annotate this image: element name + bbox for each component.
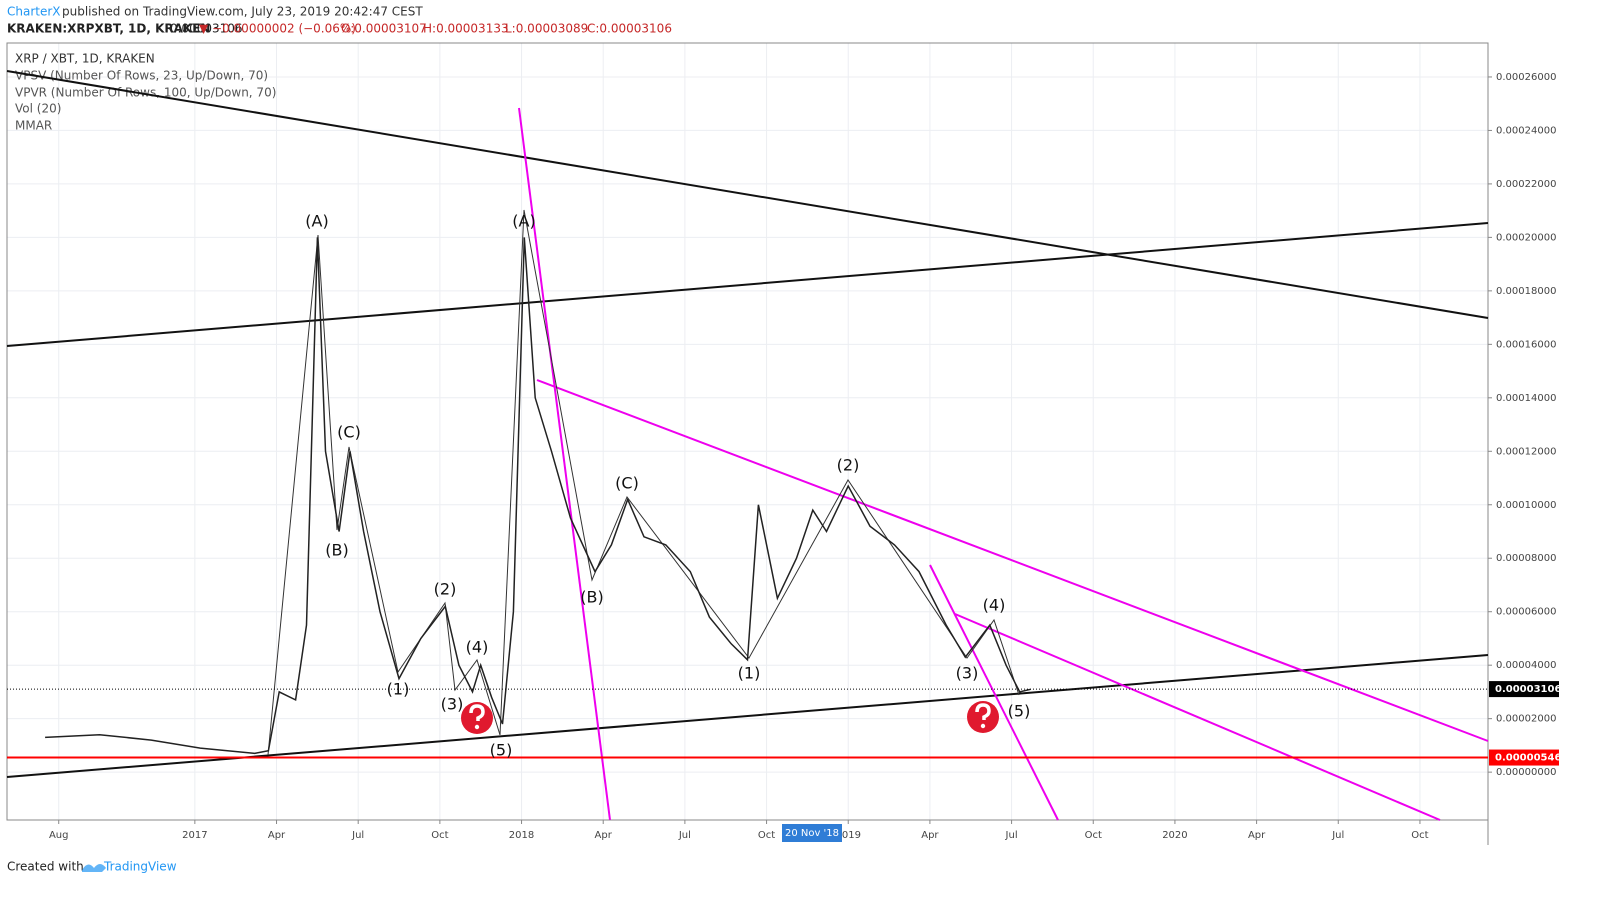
x-tick-label: Jul [678,830,691,841]
legend-entry[interactable]: XRP / XBT, 1D, KRAKEN [15,52,155,66]
price-tag-label: 0.00003106 [1495,684,1561,695]
footer: Created with [7,860,84,874]
x-tick-label: Oct [1085,830,1102,841]
y-tick-label: 0.00002000 [1496,714,1556,725]
y-tick-label: 0.00022000 [1496,179,1556,190]
price-tag [1489,749,1559,766]
wave-label: (2) [837,456,860,475]
x-tick-label: 2019 [836,830,861,841]
x-tick-label: 2020 [1162,830,1187,841]
wave-label: (3) [441,695,464,714]
wave-label: (C) [337,423,361,442]
legend-entry[interactable]: MMAR [15,119,52,133]
x-tick-label: Oct [758,830,775,841]
wave-label: (5) [490,741,513,760]
y-tick-label: 0.00000000 [1496,767,1556,778]
wave-label: (A) [512,212,535,231]
trend-line [6,222,1489,347]
ohlc-high: H:0.00003133 [423,22,509,36]
grid [7,43,1488,820]
x-tick-label: Apr [595,830,613,841]
y-tick-label: 0.00006000 [1496,607,1556,618]
price-line [45,237,1031,755]
trend-line [518,107,611,821]
trend-line [536,379,1489,742]
x-tick-label: Jul [1005,830,1018,841]
x-tick-label: Apr [268,830,286,841]
y-tick-label: 0.00018000 [1496,286,1556,297]
y-tick-label: 0.00004000 [1496,660,1556,671]
publisher: CharterX [7,5,61,19]
price-tag [1489,681,1559,698]
wave-path [499,209,1020,736]
ohlc-low: L:0.00003089 [505,22,588,36]
y-tick-label: 0.00026000 [1496,72,1556,83]
wave-label: (B) [580,588,603,607]
drawings [6,70,1489,821]
question-icon [967,701,999,733]
series-layer [7,237,1488,759]
wave-label: (4) [466,638,489,657]
wave-label: (1) [738,664,761,683]
y-tick-label: 0.00020000 [1496,232,1556,243]
wave-label: (C) [615,474,639,493]
published: published on TradingView.com, July 23, 2… [62,5,423,19]
x-tick-label: Oct [431,830,448,841]
brand-logo [82,864,106,872]
crosshair-date: 20 Nov '18 [785,828,839,839]
x-tick-label: Jul [1331,830,1344,841]
crosshair-date-box [782,824,842,842]
legend-entry[interactable]: VPSV (Number Of Rows, 23, Up/Down, 70) [15,69,268,83]
y-tick-label: 0.00016000 [1496,339,1556,350]
x-tick-label: Jul [351,830,364,841]
question-icon [461,702,493,734]
price-tag-label: 0.00000546 [1495,753,1561,764]
wave-label: (2) [434,580,457,599]
y-tick-label: 0.00010000 [1496,500,1556,511]
x-tick-label: Oct [1411,830,1428,841]
y-tick-label: 0.00008000 [1496,553,1556,564]
wave-path [267,234,501,756]
wave-label: (5) [1008,702,1031,721]
axes: 0.00000000 0.00002000 0.00004000 0.00006000… [49,72,1562,841]
wave-label: (4) [983,596,1006,615]
trend-line [954,613,1441,821]
last-price: 0.00003106 [170,22,243,36]
x-tick-label: Apr [921,830,939,841]
x-tick-label: 2017 [182,830,207,841]
ohlc-open: O:0.00003107 [341,22,427,36]
y-tick-label: 0.00012000 [1496,446,1556,457]
x-tick-label: Aug [49,830,69,841]
y-tick-label: 0.00014000 [1496,393,1556,404]
symbol: KRAKEN:XRPXBT, 1D, KRAKEN [7,22,210,36]
wave-label: (1) [387,680,410,699]
wave-label: (A) [305,212,328,231]
x-tick-label: Apr [1248,830,1266,841]
brand: TradingView [103,860,177,874]
y-tick-label: 0.00024000 [1496,125,1556,136]
price-change: ▼ −0.00000002 (−0.06%) [199,22,356,36]
ohlc-close: C:0.00003106 [587,22,672,36]
x-tick-label: 2018 [509,830,534,841]
trend-line [6,70,1489,319]
wave-label: (B) [325,541,348,560]
trend-line [929,564,1059,821]
legend-entry[interactable]: VPVR (Number Of Rows, 100, Up/Down, 70) [15,86,276,100]
plot-frame [6,42,1489,821]
wave-label: (3) [956,664,979,683]
legend-entry[interactable]: Vol (20) [15,102,61,116]
